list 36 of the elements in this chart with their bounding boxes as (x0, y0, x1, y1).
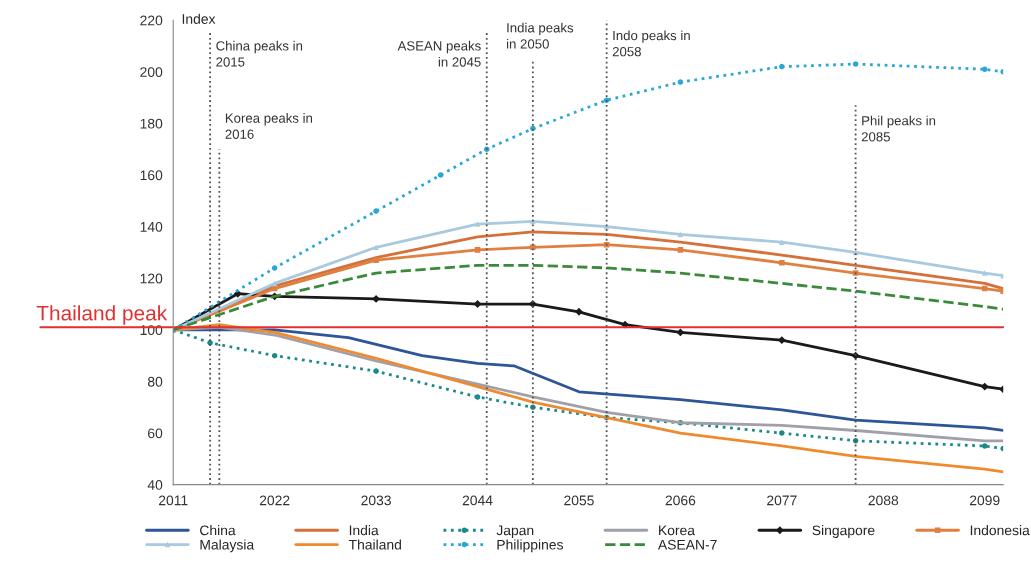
y-tick-label: 40 (147, 480, 163, 490)
ref-line-label: China peaks in 2015 (216, 40, 303, 67)
legend-label: Philippines (497, 539, 563, 553)
legend-label: ASEAN-7 (657, 539, 717, 550)
x-tick-label: 2066 (665, 495, 696, 506)
legend-label: China (200, 525, 236, 536)
y-tick-label: 180 (140, 118, 163, 129)
x-tick-label: 2055 (564, 495, 594, 506)
y-tick-label: 220 (140, 15, 163, 26)
y-tick-label: 140 (140, 221, 163, 232)
ref-line-label: ASEAN peaks in 2045 (397, 40, 481, 67)
x-tick-label: 2099 (969, 495, 1000, 506)
legend-label: Thailand (348, 539, 401, 550)
y-tick-label: 120 (140, 273, 163, 284)
x-tick-label: 2088 (868, 495, 899, 506)
x-tick-label: 2077 (767, 495, 797, 506)
ref-line-label: Indo peaks in 2058 (612, 30, 690, 57)
ref-line-label: India peaks in 2050 (506, 22, 574, 49)
ref-line-label: Thailand peak (36, 305, 168, 325)
y-tick-label: 60 (148, 428, 163, 439)
legend-label: Indonesia (970, 525, 1030, 536)
legend-label: India (349, 525, 379, 536)
x-tick-label: 2033 (361, 495, 391, 506)
x-tick-label: 2044 (462, 495, 493, 506)
x-tick-label: 2011 (158, 495, 188, 506)
y-tick-label: 80 (147, 376, 163, 387)
y-tick-label: 160 (140, 170, 163, 181)
ref-line-label: Korea peaks in 2016 (225, 113, 313, 139)
legend-label: Singapore (812, 525, 875, 538)
y-axis-title: Index (182, 13, 216, 24)
ref-line-label: Phil peaks in 2085 (861, 115, 936, 142)
legend-label: Korea (659, 525, 695, 536)
legend-label: Malaysia (200, 539, 255, 553)
y-tick-label: 200 (140, 67, 163, 77)
legend-label: Japan (496, 525, 534, 538)
x-tick-label: 2022 (259, 495, 290, 506)
